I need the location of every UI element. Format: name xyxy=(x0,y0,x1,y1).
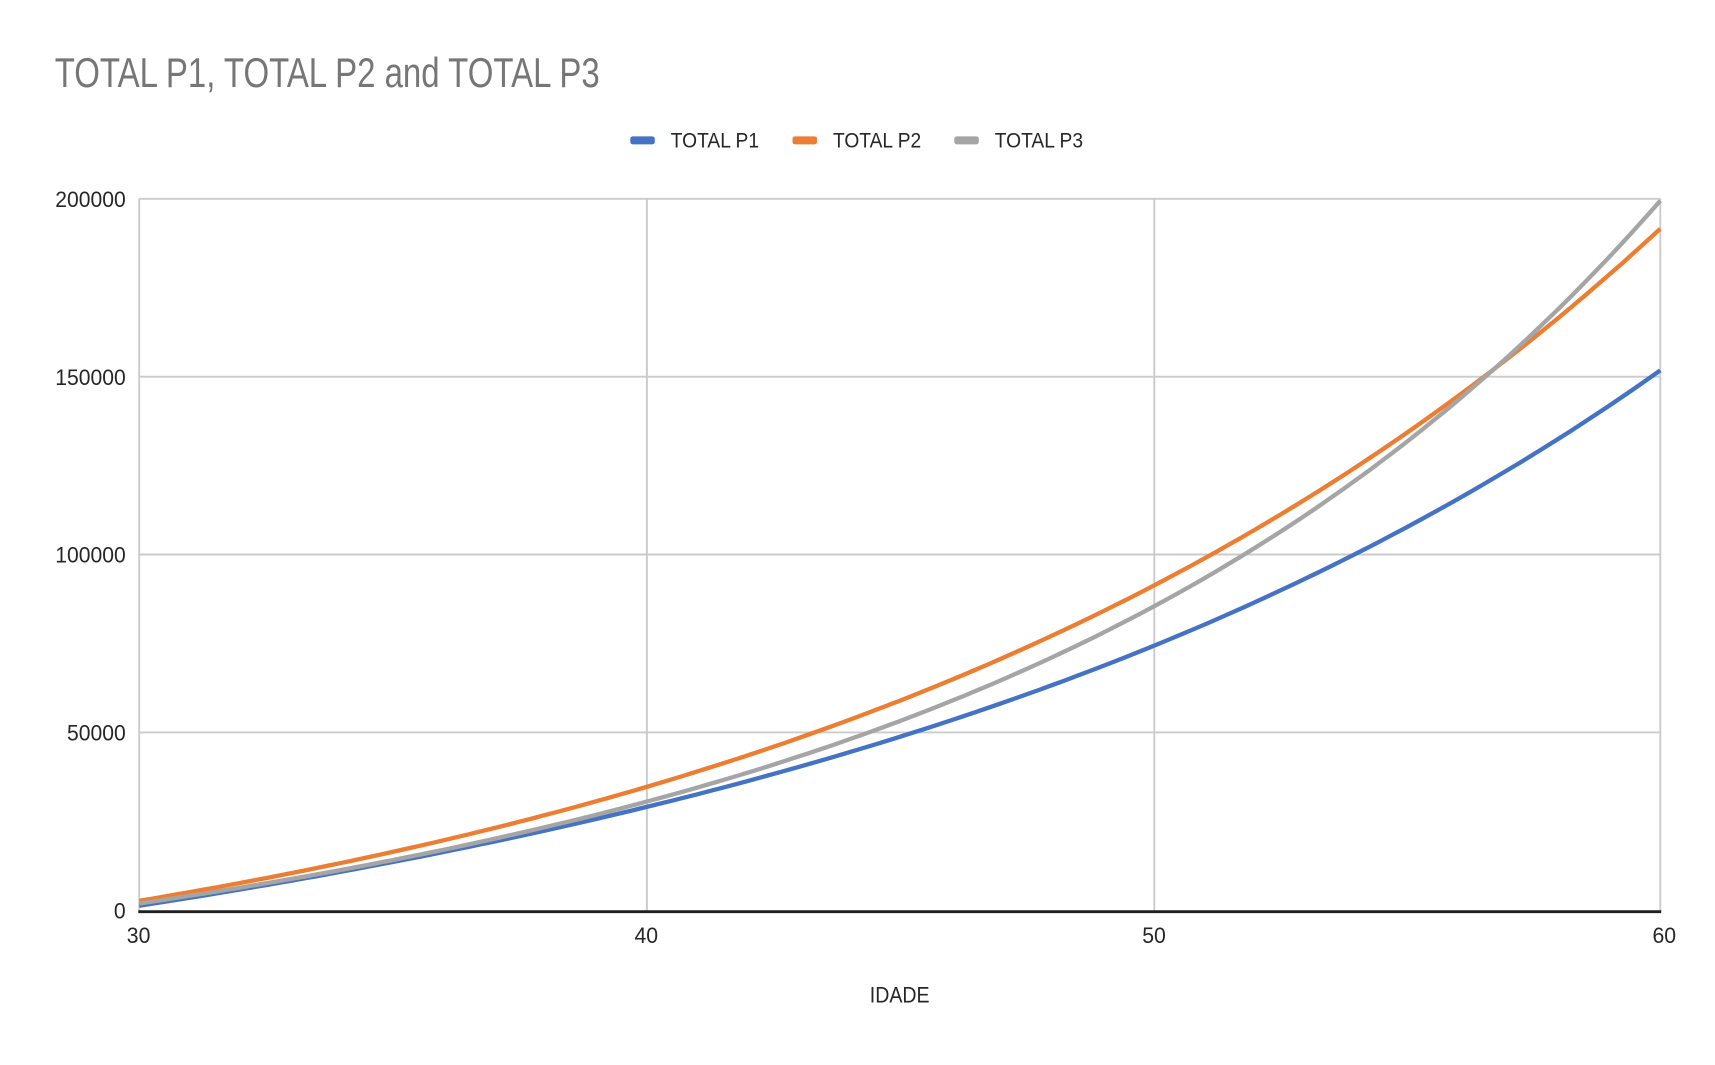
svg-text:30: 30 xyxy=(127,923,151,948)
svg-text:TOTAL P3: TOTAL P3 xyxy=(995,129,1083,152)
svg-text:TOTAL P1, TOTAL P2 and TOTAL P: TOTAL P1, TOTAL P2 and TOTAL P3 xyxy=(55,49,600,96)
svg-text:150000: 150000 xyxy=(55,365,125,390)
svg-text:TOTAL P2: TOTAL P2 xyxy=(833,129,921,152)
svg-text:IDADE: IDADE xyxy=(870,983,930,1008)
svg-text:50000: 50000 xyxy=(67,721,126,746)
svg-text:0: 0 xyxy=(114,899,126,924)
svg-text:40: 40 xyxy=(635,923,659,948)
svg-text:60: 60 xyxy=(1653,923,1677,948)
svg-text:50: 50 xyxy=(1142,923,1166,948)
svg-text:100000: 100000 xyxy=(55,543,125,568)
svg-text:TOTAL P1: TOTAL P1 xyxy=(671,129,759,152)
svg-text:200000: 200000 xyxy=(55,187,125,212)
